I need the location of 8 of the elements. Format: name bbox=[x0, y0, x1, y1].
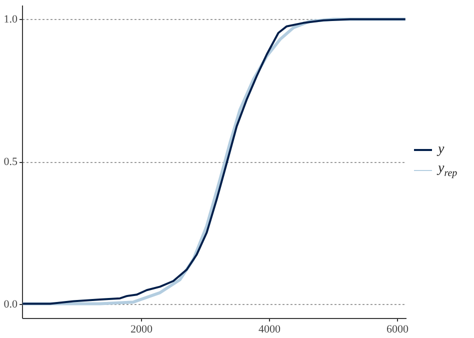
legend-label: y$_{rep}$ bbox=[438, 161, 458, 179]
x-tick-label: 2000 bbox=[130, 324, 154, 336]
x-tick-label: 6000 bbox=[386, 324, 410, 336]
y-tick-label: 1.0 bbox=[4, 14, 18, 26]
y-tick-label: 0.5 bbox=[4, 156, 18, 168]
y-tick-label: 0.0 bbox=[4, 298, 18, 310]
x-tick-label: 4000 bbox=[258, 324, 282, 336]
legend-label: y bbox=[438, 142, 444, 158]
